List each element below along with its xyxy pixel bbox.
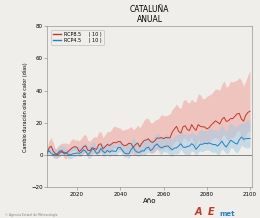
Y-axis label: Cambio duración olas de calor (días): Cambio duración olas de calor (días) — [23, 62, 28, 152]
Text: A: A — [195, 207, 203, 217]
Legend: RCP8.5     ( 10 ), RCP4.5     ( 10 ): RCP8.5 ( 10 ), RCP4.5 ( 10 ) — [51, 30, 104, 45]
X-axis label: Año: Año — [143, 198, 156, 204]
Title: CATALUÑA
ANUAL: CATALUÑA ANUAL — [130, 5, 169, 24]
Text: © Agencia Estatal de Meteorología: © Agencia Estatal de Meteorología — [5, 213, 57, 217]
Text: met: met — [220, 211, 235, 217]
Text: E: E — [208, 207, 214, 217]
